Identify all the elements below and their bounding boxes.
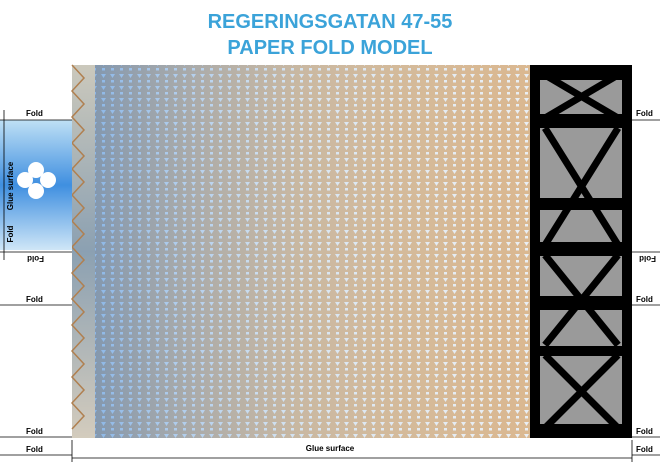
fold-label: Fold	[26, 109, 43, 118]
fold-lines	[0, 110, 660, 462]
fold-label: Fold	[26, 445, 43, 454]
fold-label: Fold	[636, 295, 653, 304]
glue-label: Glue surface	[306, 444, 355, 453]
fold-label: Fold	[26, 295, 43, 304]
fold-label: Fold	[639, 254, 656, 263]
fold-label: Fold	[6, 225, 15, 242]
fold-label: Fold	[636, 109, 653, 118]
clover-icon	[17, 162, 56, 199]
title-line: PAPER FOLD MODEL	[227, 37, 432, 59]
facade-shade	[95, 65, 530, 438]
title-line: REGERINGSGATAN 47-55	[208, 11, 453, 33]
fold-label: Fold	[27, 254, 44, 263]
right-braces	[542, 71, 621, 431]
fold-label: Fold	[636, 445, 653, 454]
fold-label: Fold	[636, 427, 653, 436]
fold-label: Fold	[26, 427, 43, 436]
glue-label: Glue surface	[6, 161, 15, 210]
